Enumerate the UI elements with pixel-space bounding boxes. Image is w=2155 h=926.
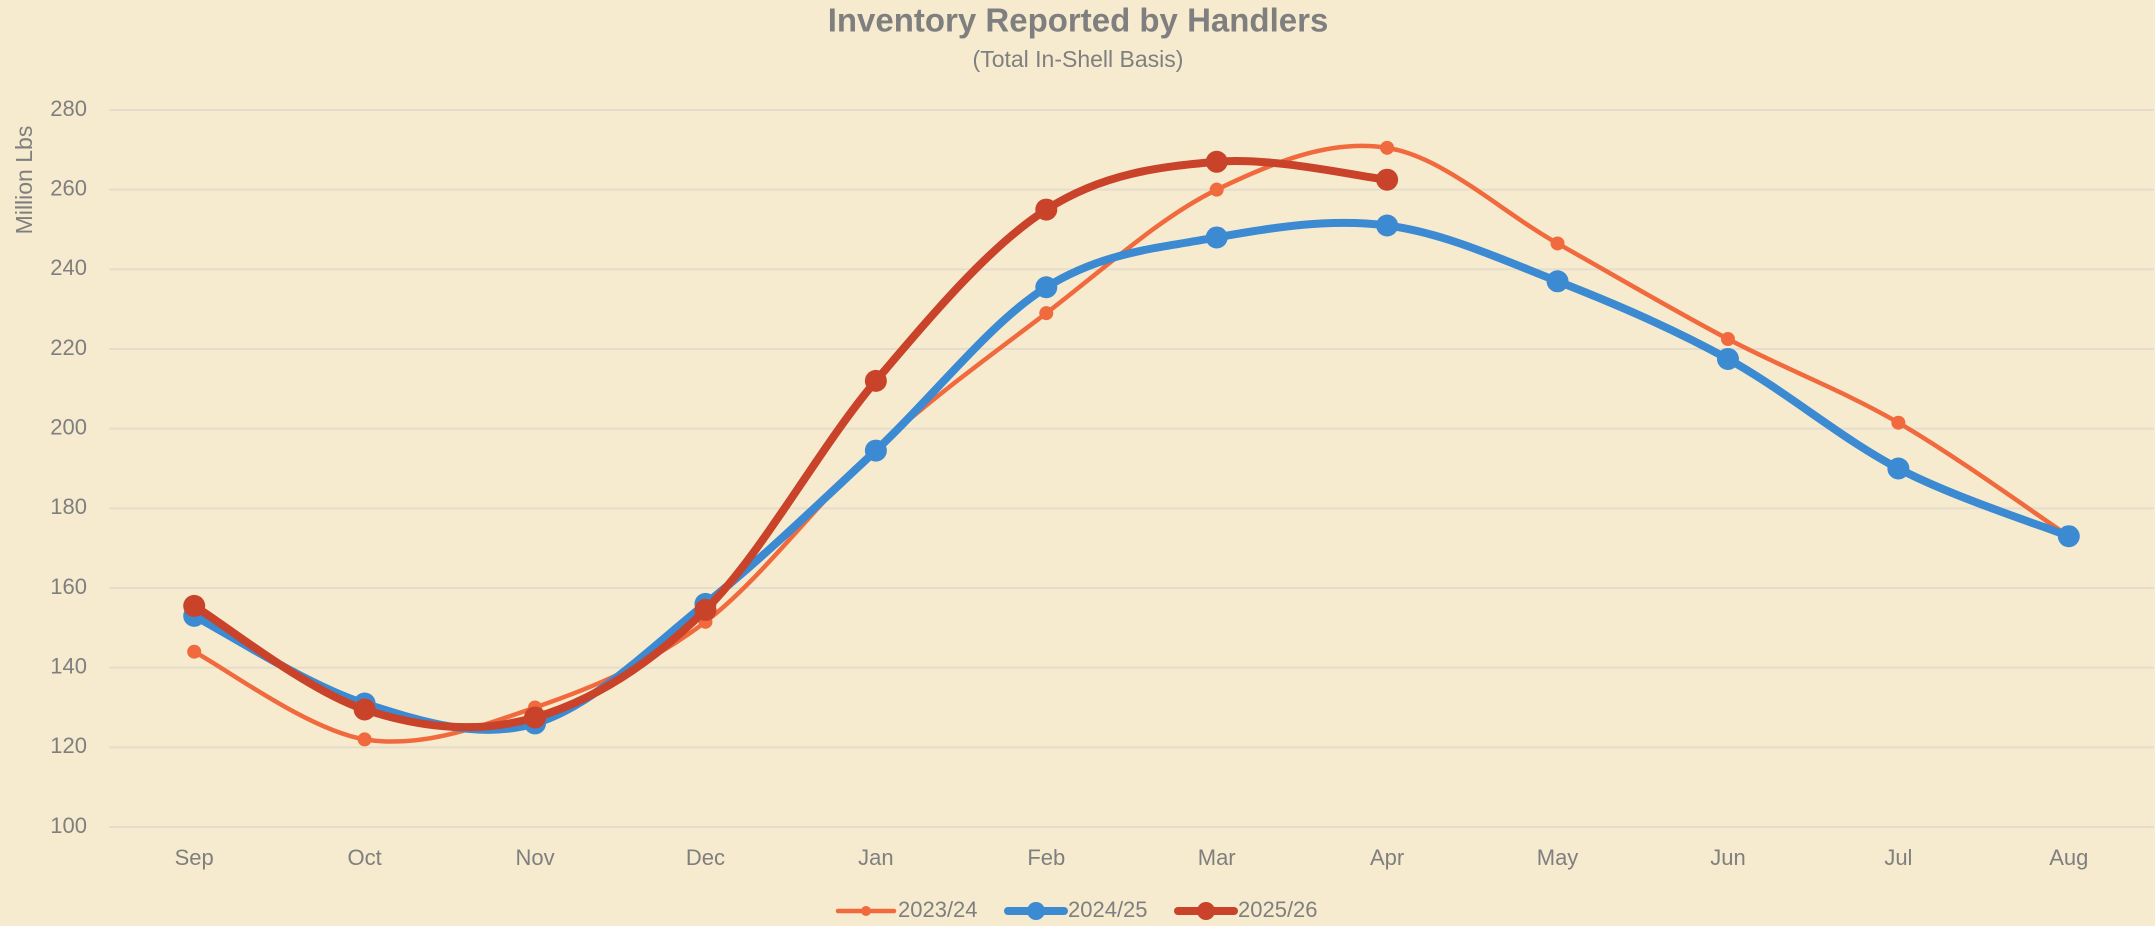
- data-point: [1887, 457, 1910, 480]
- y-tick-label: 160: [50, 574, 87, 599]
- legend-marker: [1197, 902, 1215, 920]
- data-point: [1205, 150, 1228, 173]
- data-point: [1376, 214, 1399, 237]
- data-point: [1035, 198, 1058, 221]
- data-point: [524, 706, 547, 729]
- chart-subtitle: (Total In-Shell Basis): [973, 46, 1184, 72]
- legend-label: 2025/26: [1238, 897, 1318, 922]
- y-tick-label: 220: [50, 335, 87, 360]
- series-line: [191, 143, 2072, 744]
- y-axis-label: Million Lbs: [11, 126, 37, 235]
- x-tick-label: Feb: [1027, 845, 1065, 870]
- x-tick-label: Oct: [348, 845, 382, 870]
- chart-title: Inventory Reported by Handlers: [828, 2, 1329, 39]
- data-point: [183, 594, 206, 617]
- data-point: [357, 732, 372, 747]
- data-point: [864, 369, 887, 392]
- data-point: [1550, 236, 1565, 251]
- data-point: [1039, 306, 1054, 321]
- series-line: [190, 218, 2073, 734]
- data-point: [2057, 525, 2080, 548]
- x-tick-label: Aug: [2049, 845, 2088, 870]
- legend-label: 2024/25: [1068, 897, 1148, 922]
- y-tick-label: 120: [50, 733, 87, 758]
- data-point: [864, 439, 887, 462]
- y-tick-label: 100: [50, 813, 87, 838]
- data-point: [694, 598, 717, 621]
- x-tick-label: Jan: [858, 845, 893, 870]
- y-tick-label: 280: [50, 96, 87, 121]
- data-point: [1546, 270, 1569, 293]
- data-point: [1209, 182, 1224, 197]
- x-tick-label: Jun: [1710, 845, 1745, 870]
- legend-label: 2023/24: [898, 897, 978, 922]
- x-tick-label: Mar: [1198, 845, 1236, 870]
- x-tick-label: May: [1537, 845, 1579, 870]
- data-point: [1035, 276, 1058, 299]
- x-tick-label: Nov: [515, 845, 554, 870]
- data-point: [1720, 332, 1735, 347]
- x-tick-label: Jul: [1884, 845, 1912, 870]
- x-tick-label: Sep: [175, 845, 214, 870]
- data-point: [1205, 226, 1228, 249]
- legend-marker: [1027, 902, 1045, 920]
- y-tick-label: 200: [50, 414, 87, 439]
- x-tick-label: Apr: [1370, 845, 1404, 870]
- legend-marker: [861, 906, 871, 916]
- data-point: [1716, 347, 1739, 370]
- y-tick-label: 240: [50, 255, 87, 280]
- y-tick-label: 140: [50, 653, 87, 678]
- data-point: [1380, 140, 1395, 155]
- data-point: [1891, 415, 1906, 430]
- data-point: [187, 644, 202, 659]
- y-tick-label: 180: [50, 494, 87, 519]
- data-point: [353, 698, 376, 721]
- series-line: [190, 157, 1392, 732]
- y-tick-label: 260: [50, 175, 87, 200]
- x-tick-label: Dec: [686, 845, 725, 870]
- data-point: [1376, 168, 1399, 191]
